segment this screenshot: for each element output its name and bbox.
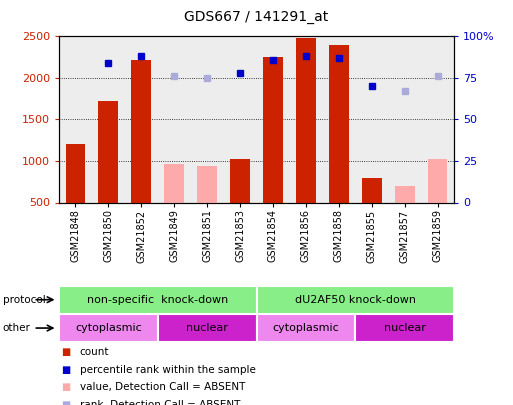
Bar xyxy=(256,286,454,314)
Bar xyxy=(125,36,157,202)
Bar xyxy=(157,36,191,202)
Text: percentile rank within the sample: percentile rank within the sample xyxy=(80,365,255,375)
Bar xyxy=(158,314,256,342)
Bar xyxy=(131,60,151,202)
Bar xyxy=(256,36,289,202)
Bar xyxy=(289,36,322,202)
Bar xyxy=(230,159,250,202)
Bar xyxy=(256,314,355,342)
Text: dU2AF50 knock-down: dU2AF50 knock-down xyxy=(295,295,416,305)
Bar xyxy=(164,164,184,202)
Bar xyxy=(66,145,85,202)
Bar xyxy=(394,186,415,202)
Text: ■: ■ xyxy=(62,347,71,357)
Text: rank, Detection Call = ABSENT: rank, Detection Call = ABSENT xyxy=(80,400,240,405)
Bar xyxy=(355,314,454,342)
Bar xyxy=(362,177,382,202)
Text: value, Detection Call = ABSENT: value, Detection Call = ABSENT xyxy=(80,382,245,392)
Bar xyxy=(191,36,224,202)
Text: protocol: protocol xyxy=(3,295,45,305)
Text: nuclear: nuclear xyxy=(384,323,426,333)
Bar xyxy=(322,36,355,202)
Bar xyxy=(197,166,217,202)
Bar xyxy=(98,101,118,202)
Text: ■: ■ xyxy=(62,400,71,405)
Text: nuclear: nuclear xyxy=(186,323,228,333)
Bar xyxy=(59,286,256,314)
Text: GDS667 / 141291_at: GDS667 / 141291_at xyxy=(184,10,329,24)
Text: cytoplasmic: cytoplasmic xyxy=(272,323,339,333)
Text: ■: ■ xyxy=(62,365,71,375)
Text: non-specific  knock-down: non-specific knock-down xyxy=(87,295,228,305)
Bar xyxy=(224,36,256,202)
Bar xyxy=(92,36,125,202)
Bar xyxy=(388,36,421,202)
Text: count: count xyxy=(80,347,109,357)
Bar xyxy=(428,159,447,202)
Text: cytoplasmic: cytoplasmic xyxy=(75,323,142,333)
Bar xyxy=(59,36,92,202)
Bar xyxy=(355,36,388,202)
Bar xyxy=(59,314,158,342)
Text: other: other xyxy=(3,323,30,333)
Bar xyxy=(263,57,283,202)
Bar xyxy=(296,38,315,202)
Text: ■: ■ xyxy=(62,382,71,392)
Bar xyxy=(329,45,349,202)
Bar xyxy=(421,36,454,202)
